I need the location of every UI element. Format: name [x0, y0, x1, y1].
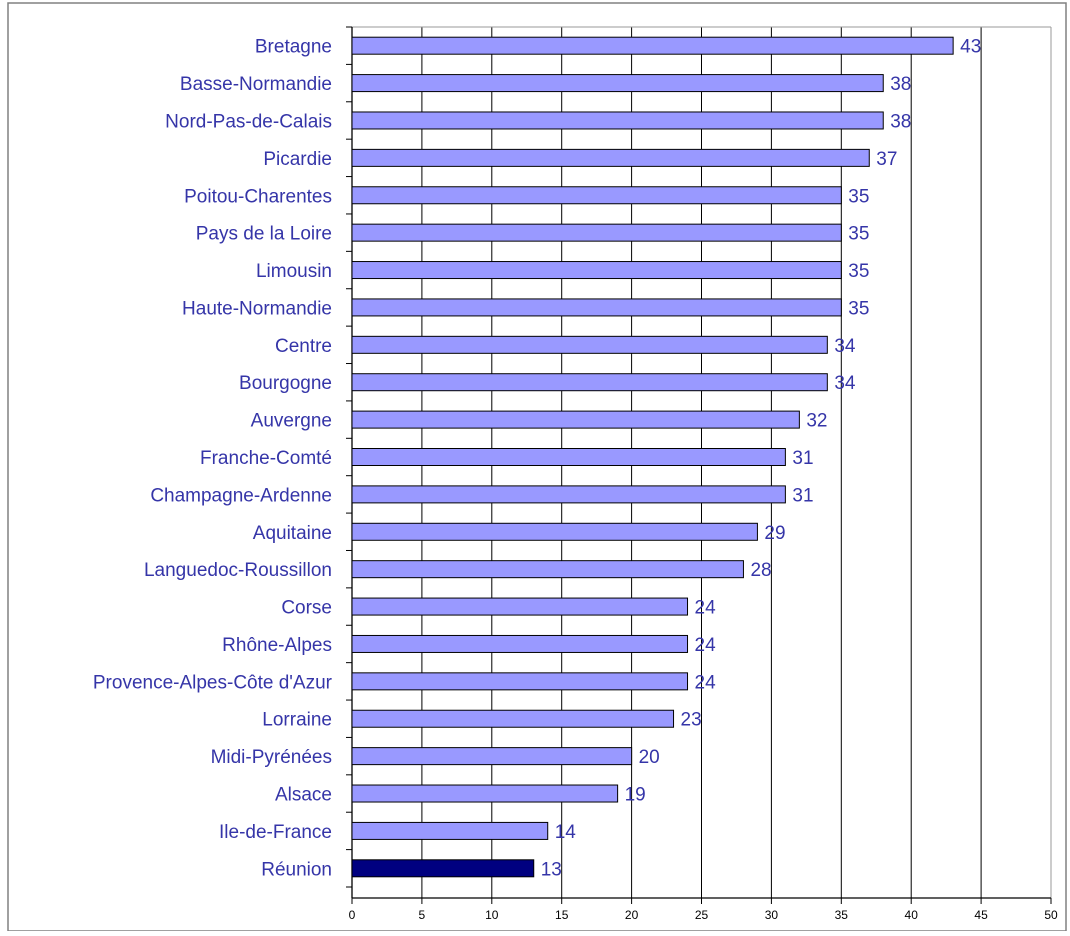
- category-label: Poitou-Charentes: [184, 186, 332, 207]
- bar: [351, 747, 633, 766]
- category-label: Basse-Normandie: [180, 74, 332, 95]
- bar: [351, 709, 675, 728]
- x-tick-label: 35: [835, 908, 849, 922]
- x-tick-label: 30: [765, 908, 779, 922]
- value-label: 38: [890, 111, 911, 132]
- value-label: 24: [695, 598, 717, 619]
- bar: [351, 335, 828, 354]
- bar: [351, 410, 800, 429]
- value-label: 29: [764, 523, 785, 544]
- value-label: 28: [750, 560, 771, 581]
- category-label: Ile-de-France: [219, 822, 332, 843]
- bar: [351, 261, 842, 280]
- category-label: Alsace: [275, 785, 332, 806]
- category-label: Centre: [275, 336, 332, 357]
- category-label: Champagne-Ardenne: [150, 485, 332, 506]
- category-label: Bourgogne: [239, 373, 332, 394]
- bar: [351, 373, 828, 392]
- x-tick-label: 20: [625, 908, 639, 922]
- category-label: Franche-Comté: [200, 448, 332, 469]
- value-label: 24: [695, 672, 717, 693]
- x-tick-label: 50: [1044, 908, 1058, 922]
- x-tick-label: 5: [419, 908, 426, 922]
- bar: [351, 223, 842, 242]
- category-label: Midi-Pyrénées: [211, 747, 332, 768]
- bar: [351, 672, 689, 691]
- category-label: Provence-Alpes-Côte d'Azur: [93, 672, 333, 693]
- category-label: Languedoc-Roussillon: [144, 560, 332, 581]
- category-label: Nord-Pas-de-Calais: [165, 111, 332, 132]
- value-label: 43: [960, 37, 981, 58]
- bar: [351, 634, 689, 653]
- bar: [351, 859, 535, 878]
- bar: [351, 485, 786, 504]
- value-label: 34: [834, 336, 856, 357]
- bar: [351, 74, 884, 93]
- x-tick-label: 40: [905, 908, 919, 922]
- value-label: 19: [625, 785, 646, 806]
- value-label: 35: [848, 261, 869, 282]
- category-label: Auvergne: [251, 411, 332, 432]
- value-label: 31: [792, 448, 813, 469]
- value-label: 31: [792, 485, 813, 506]
- category-label: Aquitaine: [253, 523, 332, 544]
- x-tick-label: 25: [695, 908, 709, 922]
- bar: [351, 448, 786, 466]
- value-label: 23: [681, 710, 702, 731]
- value-label: 35: [848, 186, 869, 207]
- value-label: 32: [806, 411, 827, 432]
- x-tick-label: 45: [974, 908, 988, 922]
- value-label: 34: [834, 373, 856, 394]
- category-label: Picardie: [263, 149, 332, 170]
- value-label: 14: [555, 822, 577, 843]
- bar: [351, 36, 954, 55]
- bar: [351, 298, 842, 317]
- bar: [351, 111, 884, 130]
- x-tick-label: 0: [349, 908, 356, 922]
- category-label: Rhône-Alpes: [222, 635, 332, 656]
- value-label: 13: [541, 859, 562, 880]
- bar: [351, 560, 744, 579]
- value-label: 38: [890, 74, 911, 95]
- value-label: 24: [695, 635, 717, 656]
- bar: [351, 597, 689, 616]
- category-label: Réunion: [261, 859, 332, 880]
- category-label: Limousin: [256, 261, 332, 282]
- bar: [351, 821, 549, 840]
- category-label: Pays de la Loire: [196, 224, 332, 245]
- x-tick-label: 15: [555, 908, 569, 922]
- value-label: 35: [848, 298, 869, 319]
- category-label: Corse: [281, 598, 332, 619]
- bar: [351, 186, 842, 205]
- value-label: 37: [876, 149, 897, 170]
- value-label: 20: [639, 747, 660, 768]
- bar: [351, 148, 870, 167]
- category-label: Haute-Normandie: [182, 298, 332, 319]
- x-tick-label: 10: [485, 908, 499, 922]
- bar: [351, 784, 619, 803]
- category-label: Lorraine: [262, 710, 332, 731]
- category-label: Bretagne: [255, 37, 332, 58]
- bar: [351, 522, 758, 541]
- value-label: 35: [848, 224, 869, 245]
